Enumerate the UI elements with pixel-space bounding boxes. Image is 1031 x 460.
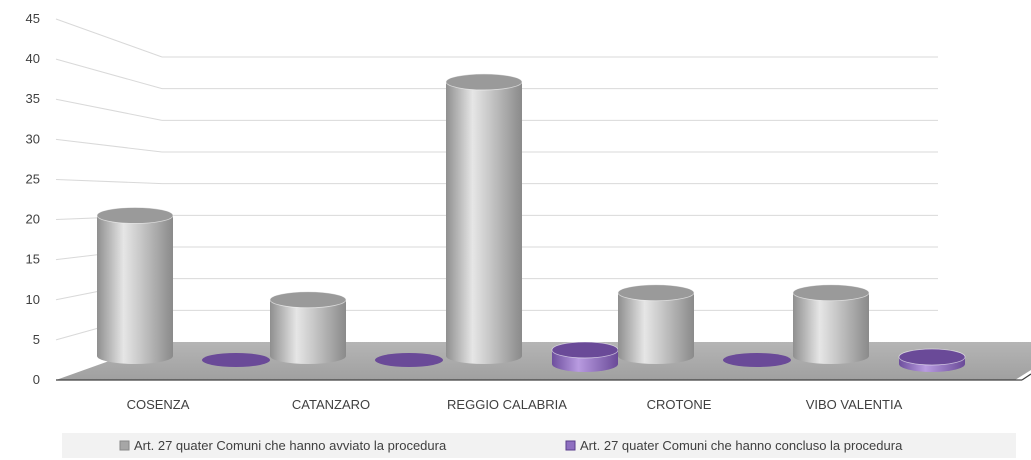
x-category-label: VIBO VALENTIA [806, 397, 903, 412]
bar-avviato-top [792, 284, 870, 302]
bar-avviato-body [793, 292, 869, 364]
bar-concluso [723, 353, 791, 367]
bar-avviato-body [446, 81, 522, 364]
x-category-label: REGGIO CALABRIA [447, 397, 567, 412]
legend: Art. 27 quater Comuni che hanno avviato … [62, 433, 1016, 458]
bar-avviato-body [97, 215, 173, 364]
grid-line-side [55, 98, 163, 121]
y-tick-label: 5 [33, 332, 40, 347]
legend-label: Art. 27 quater Comuni che hanno concluso… [580, 438, 903, 453]
bar-concluso [202, 353, 270, 367]
x-category-label: CATANZARO [292, 397, 370, 412]
y-axis: 0 5 10 15 20 25 30 35 40 45 [26, 11, 40, 387]
y-tick-label: 10 [26, 292, 40, 307]
bar-avviato-top [617, 284, 695, 302]
bars [96, 73, 966, 372]
grid-line-side [55, 18, 163, 58]
bar-avviato [269, 291, 347, 364]
y-tick-label: 20 [26, 212, 40, 227]
floor-plane [56, 342, 1031, 380]
bar-avviato [96, 207, 174, 364]
x-category-label: COSENZA [127, 397, 190, 412]
grid-line-side [55, 138, 163, 153]
bar-concluso-top [898, 348, 966, 366]
x-category-label: CROTONE [647, 397, 712, 412]
grid-lines [55, 18, 938, 341]
bar-concluso-top [551, 341, 619, 359]
bar-avviato-top [445, 73, 523, 91]
bar-avviato [445, 73, 523, 364]
category-labels: COSENZA CATANZARO REGGIO CALABRIA CROTONE VI… [127, 397, 903, 412]
chart-floor [56, 342, 1031, 381]
legend-box [62, 433, 1016, 458]
bar-concluso [898, 348, 966, 372]
y-tick-label: 0 [33, 372, 40, 387]
bar-concluso [375, 353, 443, 367]
bar-avviato-body [270, 299, 346, 364]
y-tick-label: 25 [26, 171, 40, 186]
legend-swatch [565, 440, 576, 451]
legend-swatch [119, 440, 130, 451]
bar-avviato [792, 284, 870, 364]
y-tick-label: 40 [26, 51, 40, 66]
y-tick-label: 35 [26, 91, 40, 106]
bar-avviato-top [269, 291, 347, 309]
y-tick-label: 45 [26, 11, 40, 26]
bar-avviato-top [96, 207, 174, 224]
y-tick-label: 15 [26, 252, 40, 267]
y-tick-label: 30 [26, 131, 40, 146]
bar-concluso [551, 341, 619, 372]
grid-line-side [55, 58, 163, 90]
grid-line-side [55, 178, 163, 185]
x-axis-edge [1021, 373, 1031, 381]
bar-avviato [617, 284, 695, 364]
bar-avviato-body [618, 292, 694, 364]
legend-label: Art. 27 quater Comuni che hanno avviato … [134, 438, 447, 453]
